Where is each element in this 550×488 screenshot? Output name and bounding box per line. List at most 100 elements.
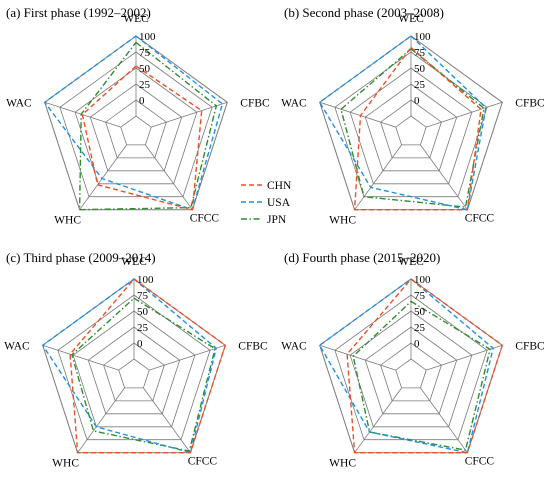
series-line-jpn <box>78 41 218 211</box>
grid-spoke <box>42 344 119 371</box>
chart-legend: CHN USA JPN <box>241 180 292 226</box>
tick-label: 75 <box>137 290 149 302</box>
series-line-jpn <box>71 297 216 452</box>
grid-ring <box>44 35 228 211</box>
grid-ring <box>105 99 167 159</box>
grid-ring <box>395 358 427 389</box>
axis-label-whc: WHC <box>329 458 356 470</box>
series-line-usa <box>319 278 494 454</box>
grid-ring <box>120 115 152 146</box>
axis-label-cfcc: CFCC <box>190 213 220 225</box>
grid-ring <box>72 310 196 428</box>
panel-title: (d) Fourth phase (2015–2020) <box>284 250 440 265</box>
tick-label: 75 <box>414 47 426 59</box>
radar-panel-3: (c) Third phase (2009–2014) 0 25 50 75 100 WEC… <box>4 250 268 470</box>
tick-label: 100 <box>414 274 431 286</box>
axis-label-cfcc: CFCC <box>465 213 495 225</box>
tick-label: 25 <box>414 79 426 91</box>
grid-spoke <box>143 387 191 453</box>
grid-ring <box>118 358 150 389</box>
tick-label: 100 <box>139 31 156 43</box>
panel-title: (c) Third phase (2009–2014) <box>6 250 156 265</box>
panel-title: (b) Second phase (2003–2008) <box>284 5 444 20</box>
axis-label-wec: WEC <box>121 256 147 268</box>
radar-panel-2: (b) Second phase (2003–2008) 0 25 50 75 100 WE… <box>281 5 545 227</box>
tick-label: 0 <box>137 338 143 350</box>
grid-ring <box>380 342 442 402</box>
series-line-jpn <box>340 48 485 208</box>
axis-label-whc: WHC <box>54 215 81 227</box>
grid-ring <box>380 99 442 159</box>
grid-spoke <box>79 144 127 210</box>
grid-spoke <box>319 101 396 128</box>
series-line-chn <box>346 278 503 454</box>
tick-label: 25 <box>137 322 149 334</box>
tick-label: 50 <box>414 306 426 318</box>
series-line-jpn <box>352 300 491 451</box>
grid-ring <box>89 83 183 172</box>
grid-spoke <box>420 144 468 210</box>
grid-spoke <box>354 387 402 453</box>
series-line-chn <box>81 65 203 211</box>
tick-label: 50 <box>139 63 151 75</box>
grid-spoke <box>145 144 193 210</box>
tick-label: 75 <box>139 47 151 59</box>
series-line-usa <box>319 35 487 211</box>
axis-label-whc: WHC <box>52 458 79 470</box>
grid-ring <box>349 67 473 185</box>
axis-label-wac: WAC <box>281 340 307 352</box>
axis-label-wac: WAC <box>281 97 307 109</box>
tick-label: 0 <box>139 95 145 107</box>
axis-label-cfbc: CFBC <box>515 97 545 109</box>
tick-label: 25 <box>139 79 151 91</box>
legend-label-jpn: JPN <box>267 214 287 226</box>
tick-label: 0 <box>414 338 420 350</box>
grid-ring <box>57 294 211 441</box>
tick-label: 100 <box>414 31 431 43</box>
grid-ring <box>74 67 198 185</box>
axis-label-cfbc: CFBC <box>515 340 545 352</box>
legend-label-usa: USA <box>267 197 291 209</box>
tick-label: 25 <box>414 322 426 334</box>
grid-ring <box>103 342 165 402</box>
axis-label-wec: WEC <box>398 13 424 25</box>
grid-ring <box>87 326 181 415</box>
axis-label-cfbc: CFBC <box>240 97 270 109</box>
chart-panels: (a) First phase (1992–2002) 0 25 50 75 100 WEC… <box>4 5 545 470</box>
axis-label-wec: WEC <box>123 13 149 25</box>
legend-label-chn: CHN <box>267 180 292 192</box>
tick-label: 0 <box>414 95 420 107</box>
tick-label: 50 <box>414 63 426 75</box>
grid-ring <box>59 51 213 198</box>
axis-label-wac: WAC <box>4 340 30 352</box>
grid-ring <box>364 326 458 415</box>
axis-label-wec: WEC <box>398 256 424 268</box>
series-line-chn <box>69 278 227 454</box>
tick-label: 75 <box>414 290 426 302</box>
panel-title: (a) First phase (1992–2002) <box>6 5 151 20</box>
grid-ring <box>395 115 427 146</box>
grid-spoke <box>77 387 125 453</box>
grid-spoke <box>420 387 468 453</box>
axis-label-cfcc: CFCC <box>465 456 495 468</box>
radar-panel-1: (a) First phase (1992–2002) 0 25 50 75 100 WEC… <box>6 5 270 227</box>
grid-spoke <box>151 101 228 128</box>
series-line-chn <box>353 46 482 211</box>
grid-spoke <box>319 344 396 371</box>
grid-spoke <box>426 101 503 128</box>
grid-spoke <box>426 344 503 371</box>
tick-label: 50 <box>137 306 149 318</box>
series-line-usa <box>44 35 224 211</box>
grid-ring <box>364 83 458 172</box>
tick-label: 100 <box>137 274 154 286</box>
grid-spoke <box>354 144 402 210</box>
series-line-usa <box>42 278 217 454</box>
radar-panel-4: (d) Fourth phase (2015–2020) 0 25 50 75 100 WE… <box>281 250 545 470</box>
grid-ring <box>349 310 473 428</box>
grid-spoke <box>149 344 226 371</box>
axis-label-whc: WHC <box>329 215 356 227</box>
axis-label-cfbc: CFBC <box>238 340 268 352</box>
axis-label-cfcc: CFCC <box>188 456 218 468</box>
axis-label-wac: WAC <box>6 97 32 109</box>
